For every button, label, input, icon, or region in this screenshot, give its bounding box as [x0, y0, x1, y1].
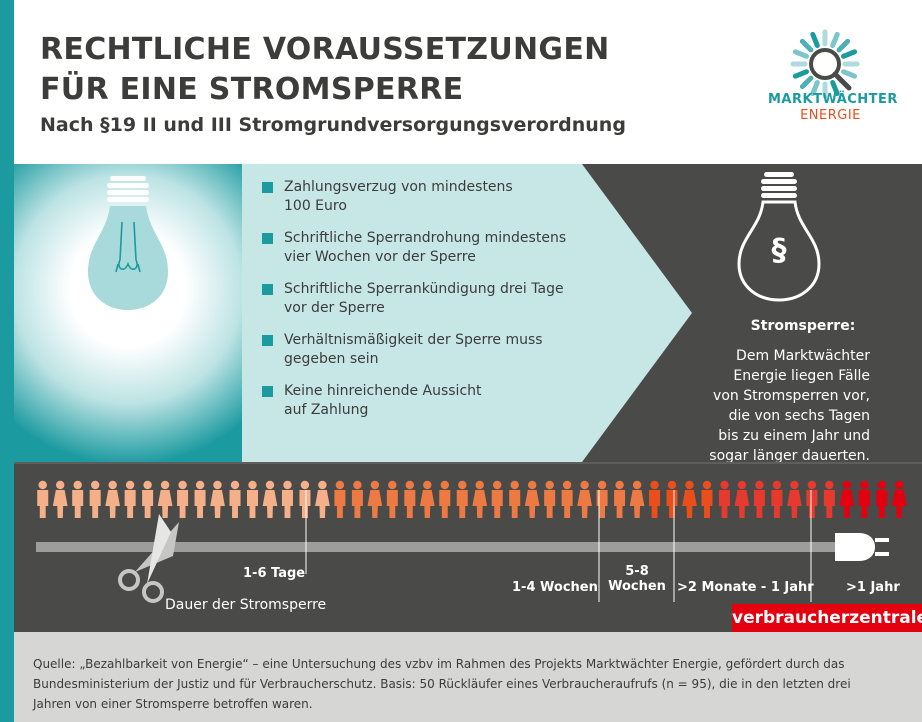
bullet-icon: [262, 233, 273, 244]
person-icon: [72, 480, 84, 518]
person-icon: [89, 480, 101, 518]
person-icon: [439, 480, 451, 518]
person-icon: [351, 480, 363, 518]
person-icon: [509, 480, 521, 518]
criteria-list: Zahlungsverzug von mindestens 100 Euro Sc…: [262, 178, 582, 433]
person-icon: [404, 480, 416, 518]
magnifier-icon: [790, 29, 860, 99]
person-icon: [281, 480, 293, 518]
person-icon: [472, 480, 488, 518]
accent-bar: [0, 0, 14, 722]
brand-logo: verbraucherzentrale: [732, 604, 922, 632]
person-icon: [194, 480, 206, 518]
sperre-description: Dem Marktwächter Energie liegen Fälle vo…: [709, 348, 870, 464]
page-title: RECHTLICHE VORAUSSETZUNGEN FÜR EINE STRO…: [40, 32, 610, 107]
criteria-item: Schriftliche Sperrandrohung mindestens vi…: [262, 229, 582, 267]
page-subtitle: Nach §19 II und III Stromgrundversorgung…: [40, 114, 626, 136]
person-icon: [614, 480, 626, 518]
person-icon: [753, 480, 765, 518]
timeline-bar: [36, 542, 856, 552]
criteria-item: Zahlungsverzug von mindestens 100 Euro: [262, 178, 582, 216]
person-icon: [142, 480, 154, 518]
person-icon: [561, 480, 573, 518]
category-label: >1 Jahr: [846, 580, 900, 595]
sperre-title: Stromsperre:: [750, 318, 856, 334]
person-icon: [734, 480, 750, 518]
bullet-icon: [262, 182, 273, 193]
person-icon: [246, 480, 259, 518]
person-icon: [524, 480, 540, 518]
person-icon: [367, 480, 383, 518]
person-icon: [701, 480, 713, 518]
category-label: >2 Monate - 1 Jahr: [677, 580, 814, 595]
bullet-icon: [262, 335, 273, 346]
plug-icon: [835, 533, 889, 561]
person-icon: [419, 480, 435, 518]
logo-subname: ENERGIE: [800, 108, 861, 123]
person-icon: [177, 480, 189, 518]
person-icon: [262, 480, 278, 518]
criteria-item: Schriftliche Sperrankündigung drei Tage v…: [262, 280, 582, 318]
person-icon: [315, 480, 330, 518]
source-box: [14, 632, 922, 722]
person-icon: [649, 480, 661, 518]
person-icon: [456, 480, 468, 518]
person-icon: [52, 480, 68, 518]
person-icon: [891, 480, 907, 518]
criteria-item: Verhältnismäßigkeit der Sperre muss gegeb…: [262, 331, 582, 369]
person-icon: [682, 480, 697, 518]
person-icon: [105, 480, 121, 518]
duration-timeline: [36, 490, 889, 603]
person-icon: [839, 480, 855, 518]
bullet-icon: [262, 284, 273, 295]
category-label: 5-8 Wochen: [608, 564, 666, 594]
person-icon: [858, 480, 870, 518]
person-icon: [210, 480, 225, 518]
category-label: 1-6 Tage: [243, 566, 306, 581]
person-icon: [806, 480, 818, 518]
person-icon: [823, 480, 835, 518]
paragraph-symbol: §: [772, 233, 787, 268]
light-bulb-icon: [88, 176, 168, 310]
person-icon: [299, 480, 311, 518]
people-row: [37, 480, 907, 518]
person-icon: [491, 480, 503, 518]
person-icon: [629, 480, 645, 518]
bullet-icon: [262, 386, 273, 397]
paragraph-bulb-icon: §: [737, 172, 821, 302]
person-icon: [124, 480, 136, 518]
person-icon: [229, 480, 241, 518]
criteria-item: Keine hinreichende Aussicht auf Zahlung: [262, 382, 582, 420]
criteria-arrow: [242, 164, 692, 462]
scissors-icon: [118, 514, 179, 603]
person-icon: [876, 480, 888, 518]
person-icon: [334, 480, 346, 518]
source-text: Quelle: „Bezahlbarkeit von Energie“ – ei…: [33, 657, 851, 711]
person-icon: [771, 480, 783, 518]
person-icon: [718, 480, 730, 518]
person-icon: [544, 480, 556, 518]
person-icon: [157, 480, 173, 518]
person-icon: [386, 480, 398, 518]
person-icon: [577, 480, 592, 518]
person-icon: [787, 480, 802, 518]
category-label: 1-4 Wochen: [512, 580, 598, 595]
person-icon: [37, 480, 49, 518]
person-icon: [666, 480, 678, 518]
logo-name: MARKTWÄCHTER: [768, 92, 898, 107]
timeline-axis-label: Dauer der Stromsperre: [165, 597, 327, 613]
